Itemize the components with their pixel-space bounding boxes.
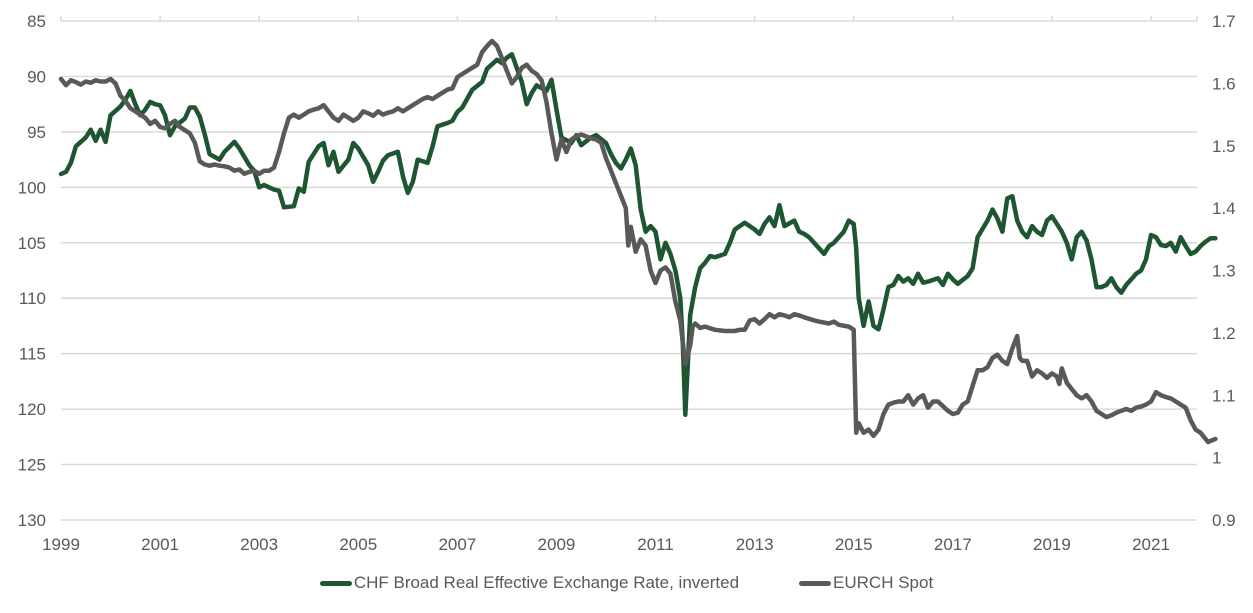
right-axis-labels: 0.9 1 1.1 1.2 1.3 1.4 1.5 1.6 1.7 [1212, 12, 1236, 530]
left-axis-tick-label: 110 [19, 289, 46, 308]
x-axis-tick-label: 2019 [1033, 535, 1071, 554]
x-axis-tick-label: 2013 [736, 535, 774, 554]
right-axis-tick-label: 1.1 [1212, 386, 1236, 405]
legend-item-eurchf-spot: EURCH Spot [799, 573, 933, 593]
left-axis-tick-label: 125 [18, 456, 46, 475]
left-axis-tick-label: 105 [18, 234, 46, 253]
x-axis-tick-label: 2001 [141, 535, 179, 554]
series-line-eurchf-spot [58, 38, 1218, 445]
legend-swatch-chf-reer [319, 580, 352, 586]
right-axis-tick-label: 0.9 [1212, 511, 1236, 530]
x-axis-tick-label: 1999 [42, 535, 80, 554]
left-axis-tick-label: 85 [27, 12, 46, 31]
series-lines [58, 38, 1218, 445]
gridlines [61, 20, 1197, 521]
series-line-chf-reer-inverted [58, 52, 1218, 417]
left-axis-tick-label: 90 [27, 67, 46, 86]
x-axis-tick-label: 2011 [637, 535, 674, 554]
right-axis-tick-label: 1.6 [1212, 74, 1236, 93]
left-axis-tick-label: 130 [18, 511, 46, 530]
right-axis-tick-label: 1.3 [1212, 262, 1236, 281]
x-axis-tick-label: 2015 [835, 535, 873, 554]
x-axis-tick-label: 2003 [240, 535, 278, 554]
legend-label-chf-reer: CHF Broad Real Effective Exchange Rate, … [353, 573, 740, 592]
left-axis-tick-label: 100 [18, 178, 46, 197]
left-axis-tick-label: 115 [19, 345, 46, 364]
x-axis-tick-label: 2005 [339, 535, 377, 554]
x-axis-tick-label: 2009 [538, 535, 576, 554]
legend: CHF Broad Real Effective Exchange Rate, … [0, 571, 1253, 595]
right-axis-tick-label: 1.2 [1212, 324, 1236, 343]
x-axis-labels: 1999 2001 2003 2005 2007 2009 2011 2013 2015 2017… [42, 535, 1170, 554]
right-axis-tick-label: 1.5 [1212, 137, 1236, 156]
legend-label-eurchf-spot: EURCH Spot [833, 573, 934, 592]
x-axis-tick-label: 2021 [1132, 535, 1170, 554]
right-axis-tick-label: 1.4 [1212, 199, 1236, 218]
left-axis-tick-label: 95 [27, 123, 46, 142]
right-axis-tick-label: 1 [1212, 449, 1221, 468]
legend-item-chf-reer: CHF Broad Real Effective Exchange Rate, … [319, 573, 740, 593]
right-axis-tick-label: 1.7 [1212, 12, 1236, 31]
x-axis-ticks [60, 16, 1198, 21]
x-axis-tick-label: 2017 [934, 535, 972, 554]
left-axis-labels: 85 90 95 100 105 110 115 120 125 130 [18, 12, 46, 530]
x-axis-tick-label: 2007 [438, 535, 476, 554]
left-axis-tick-label: 120 [18, 400, 46, 419]
legend-swatch-eurchf-spot [799, 580, 832, 586]
